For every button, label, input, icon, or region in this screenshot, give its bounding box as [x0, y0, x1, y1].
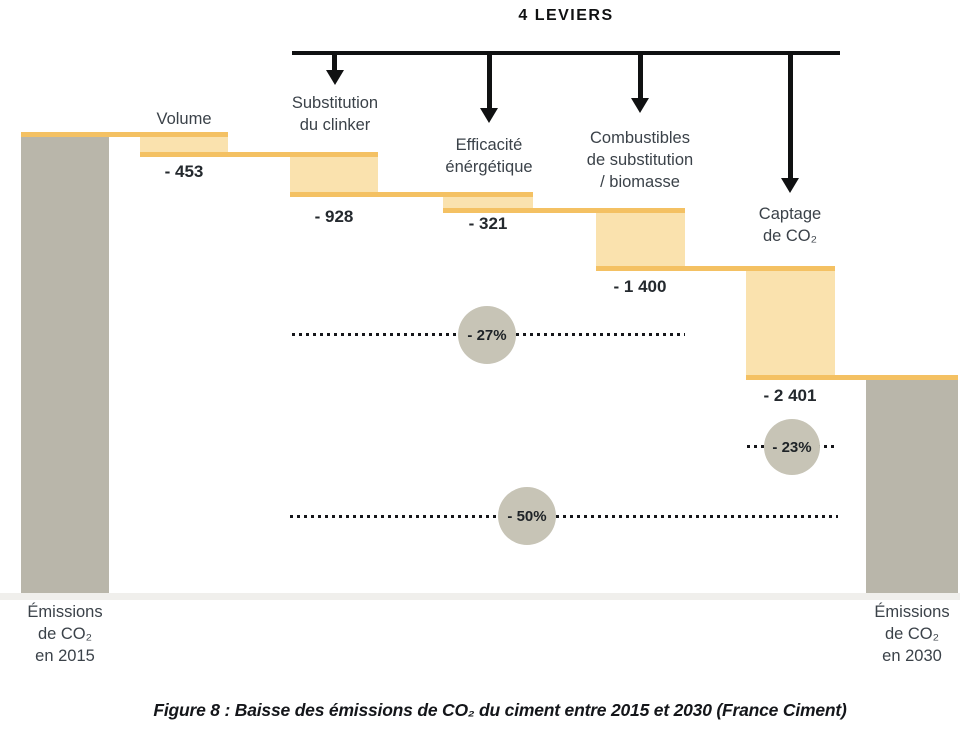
levers-bracket-line	[292, 51, 840, 55]
step-line-2030-level	[746, 375, 958, 380]
step-line-after-clinker	[290, 192, 533, 197]
lever-arrow-4-shaft	[788, 53, 793, 178]
step-value-combustibles: - 1 400	[613, 277, 667, 296]
step-value-captage: - 2 401	[763, 386, 817, 405]
milestone-badge-27: - 27%	[458, 306, 516, 364]
milestone-badge-23: - 23%	[764, 419, 820, 475]
drop-box-combustibles	[596, 213, 685, 266]
step-label-captage-co2: Captage de CO₂	[758, 205, 822, 245]
figure-caption: Figure 8 : Baisse des émissions de CO₂ d…	[153, 700, 847, 720]
step-label-substitution-clinker: Substitution du clinker	[291, 94, 379, 134]
drop-box-volume	[140, 137, 228, 152]
arrow-down-icon	[631, 98, 649, 113]
step-value-volume: - 453	[164, 162, 204, 181]
drop-box-efficacite	[443, 197, 533, 208]
step-line-2015-level	[21, 132, 228, 137]
drop-box-substitution-clinker	[290, 157, 378, 192]
milestone-badge-50: - 50%	[498, 487, 556, 545]
lever-arrow-3-shaft	[638, 53, 643, 98]
start-bar-label: Émissions de CO₂ en 2015	[27, 603, 103, 665]
step-line-after-volume	[140, 152, 378, 157]
step-value-substitution-clinker: - 928	[314, 207, 354, 226]
step-value-efficacite: - 321	[468, 214, 508, 233]
bar-emissions-2030	[866, 380, 958, 593]
levers-title: 4 LEVIERS	[518, 7, 614, 24]
step-label-combustibles-biomasse: Combustibles de substitution / biomasse	[586, 129, 694, 191]
step-label-efficacite-energetique: Efficacité énérgétique	[445, 136, 533, 176]
arrow-down-icon	[326, 70, 344, 85]
arrow-down-icon	[480, 108, 498, 123]
step-line-after-combustibles	[596, 266, 835, 271]
end-bar-label: Émissions de CO₂ en 2030	[874, 603, 950, 665]
lever-arrow-1-shaft	[332, 53, 337, 70]
step-label-volume: Volume	[156, 110, 212, 128]
arrow-down-icon	[781, 178, 799, 193]
milestone-dotted-line-50	[290, 515, 838, 518]
bar-emissions-2015	[21, 137, 109, 593]
step-line-after-efficacite	[443, 208, 685, 213]
lever-arrow-2-shaft	[487, 53, 492, 108]
baseline-strip	[0, 593, 960, 600]
drop-box-captage	[746, 271, 835, 375]
